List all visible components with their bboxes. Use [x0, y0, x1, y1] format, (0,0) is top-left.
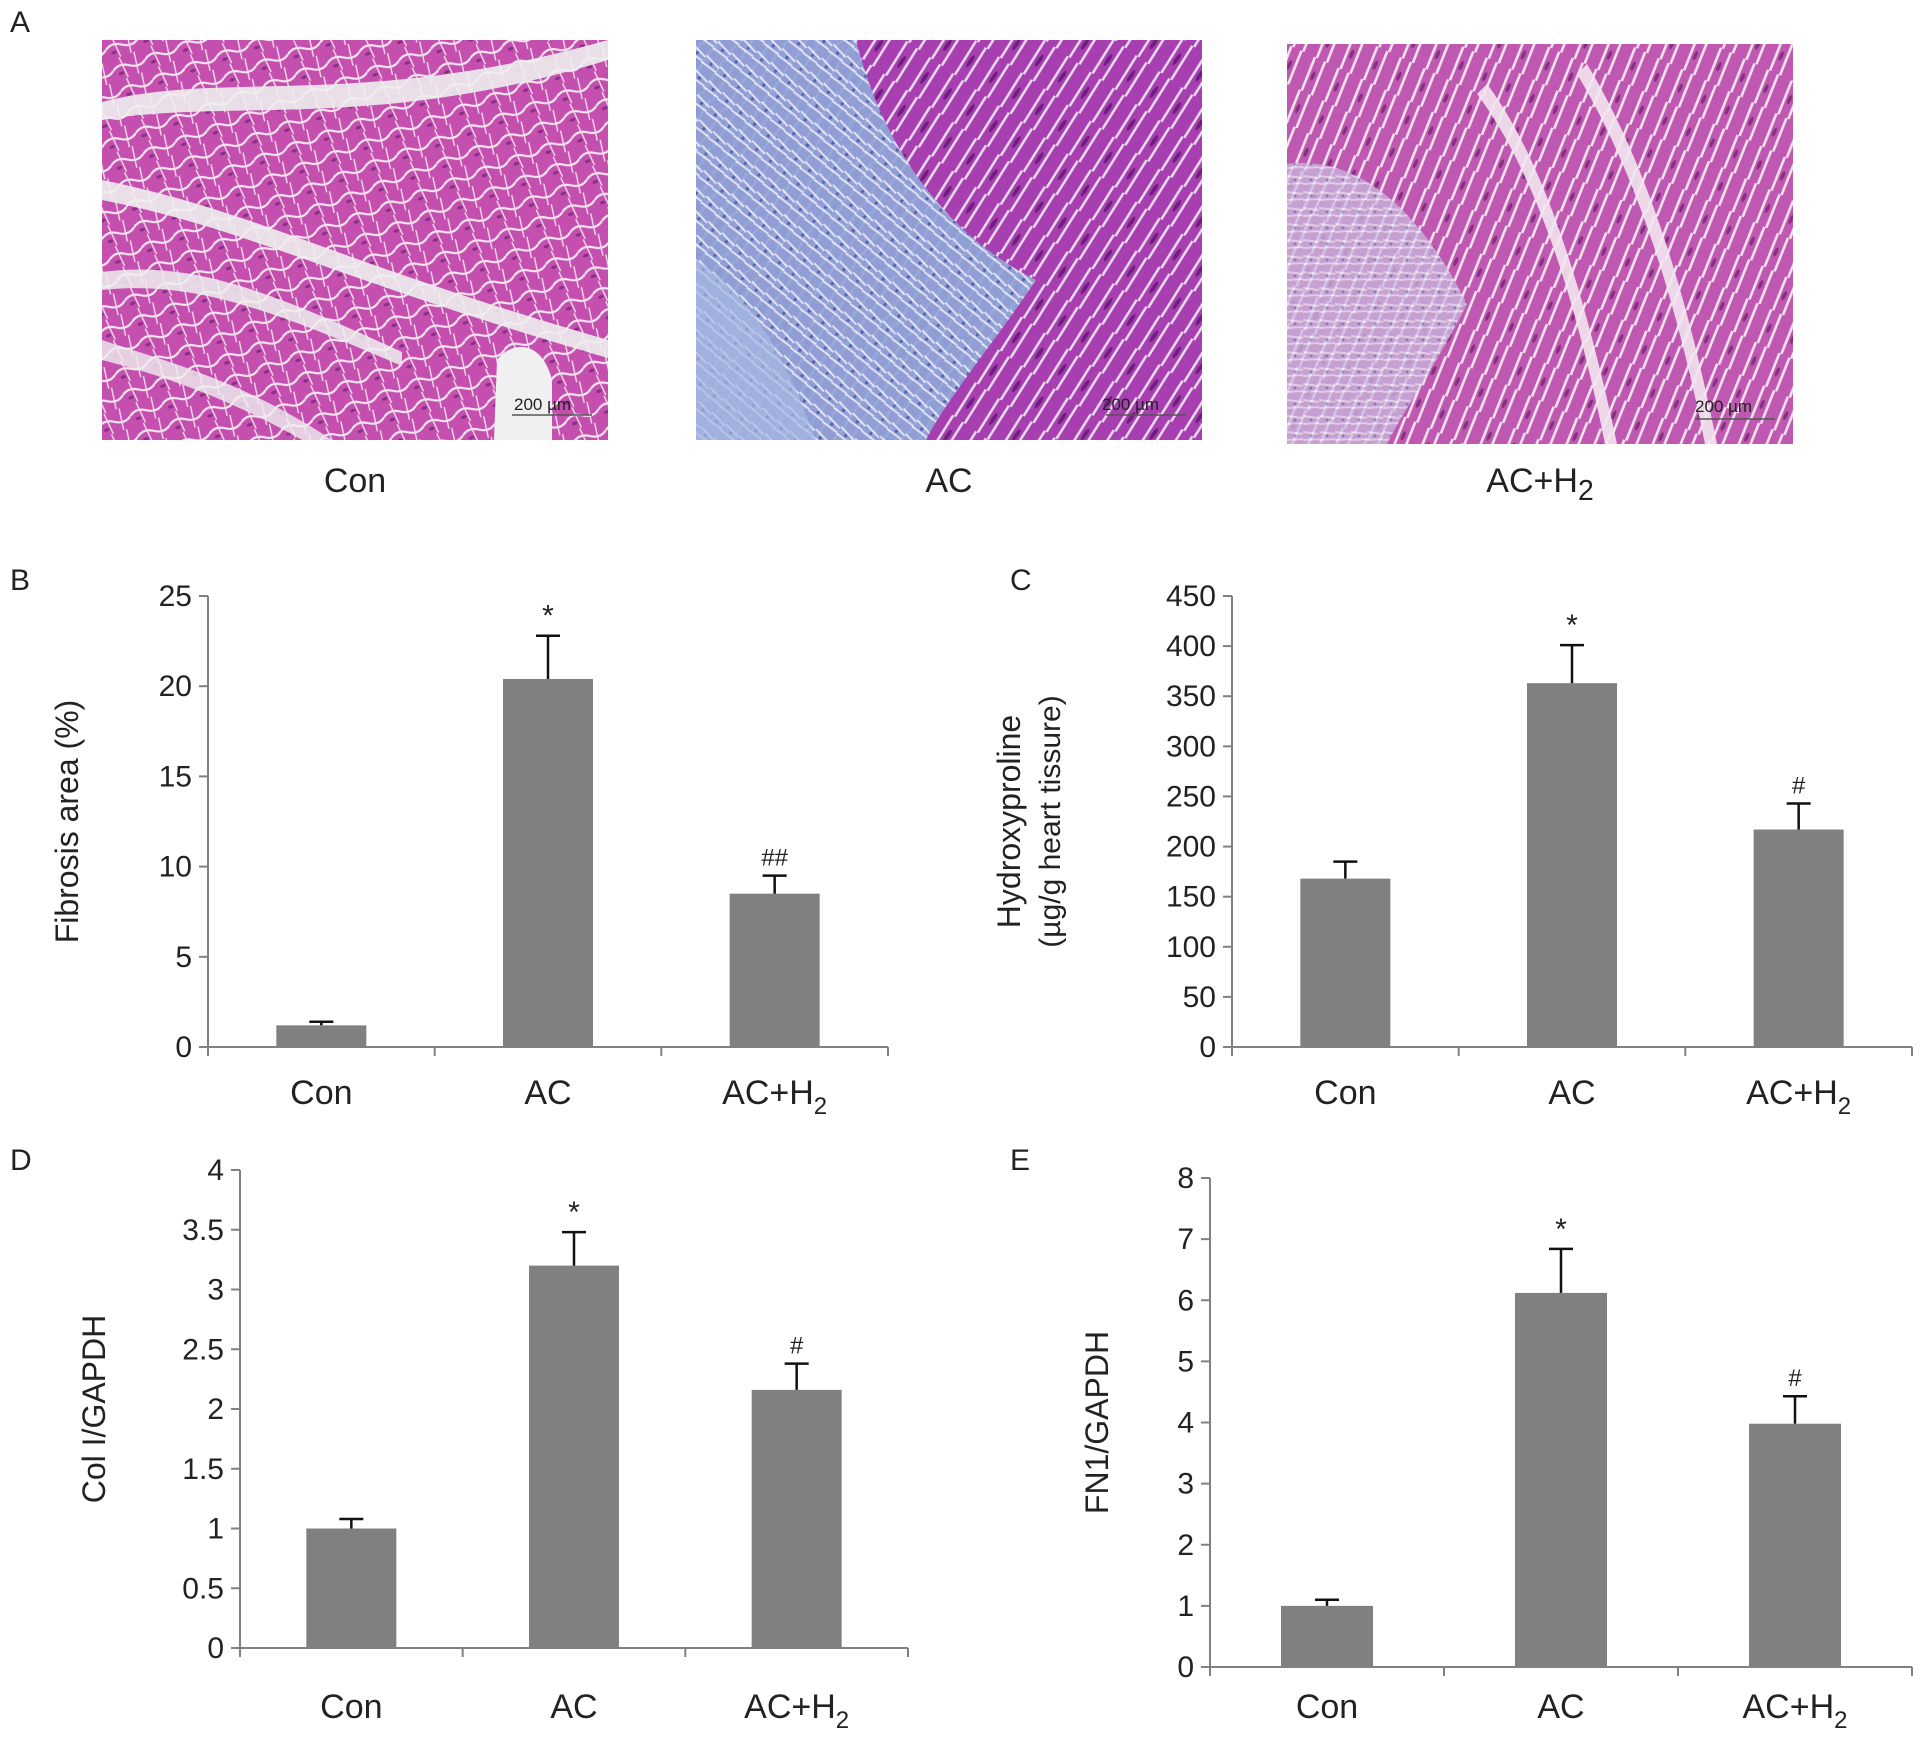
- y-tick-label: 3: [207, 1274, 224, 1307]
- panel-letter-a: A: [10, 6, 31, 39]
- y-tick-label: 100: [1166, 931, 1216, 964]
- bar: [729, 893, 820, 1047]
- significance-marker: *: [542, 600, 554, 633]
- x-category-label: AC: [550, 1688, 597, 1726]
- y-tick-label: 50: [1183, 981, 1216, 1014]
- y-tick-label: 350: [1166, 680, 1216, 713]
- micrograph-con-image: 200 µm: [102, 40, 608, 440]
- x-category-label: AC+H2: [744, 1688, 849, 1734]
- micrograph-ac-image: 200 µm: [696, 40, 1202, 440]
- y-tick-label: 250: [1166, 780, 1216, 813]
- chart-fibrosis-area: B 0 5 10 15 20 25 Fibrosis area (%) Con * AC ## AC+H…: [10, 564, 889, 1120]
- y-tick-label: 10: [159, 851, 192, 884]
- y-tick-label: 2.5: [182, 1333, 224, 1366]
- micrograph-caption-ac: AC: [925, 462, 973, 500]
- y-tick-label: 200: [1166, 831, 1216, 864]
- x-category-label: AC: [524, 1074, 571, 1112]
- significance-marker: #: [1792, 772, 1806, 799]
- y-tick-label: 300: [1166, 730, 1216, 763]
- y-tick-label: 0: [175, 1031, 192, 1064]
- bar: [1753, 829, 1844, 1047]
- x-category-label: Con: [290, 1074, 352, 1112]
- x-category-label: AC+H2: [1743, 1688, 1848, 1734]
- bar: [1749, 1423, 1841, 1667]
- micrograph-caption-ac-h2: AC+H2: [1486, 462, 1594, 507]
- y-tick-label: 0: [1177, 1651, 1194, 1684]
- significance-marker: ##: [761, 845, 788, 872]
- y-axis-label: FN1/GAPDH: [1079, 1331, 1115, 1514]
- bar: [1527, 683, 1617, 1047]
- y-axis-label: Hydroxyproline: [991, 715, 1027, 928]
- micrograph-ac-h2-image: 200 µm: [1287, 44, 1793, 444]
- scale-bar-label: 200 µm: [1695, 397, 1752, 416]
- significance-marker: *: [1555, 1213, 1567, 1246]
- y-tick-label: 0.5: [182, 1572, 224, 1605]
- y-tick-label: 4: [1177, 1407, 1194, 1440]
- y-tick-label: 2: [207, 1393, 224, 1426]
- y-tick-label: 400: [1166, 630, 1216, 663]
- chart-fn1-gapdh: E 0 1 2 3 4 5 6 7 8 FN1/GAPDH Con * AC # AC+H2: [1010, 1144, 1913, 1734]
- y-tick-label: 20: [159, 670, 192, 703]
- y-tick-label: 2: [1177, 1529, 1194, 1562]
- panel-letter: C: [1010, 564, 1032, 597]
- significance-marker: *: [568, 1196, 580, 1229]
- chart-hydroxyproline: C 0 50 100 150 200 250 300 350 400 450 Hydroxyproli…: [991, 564, 1913, 1120]
- y-axis-label-unit: (µg/g heart tissure): [1034, 695, 1067, 947]
- x-category-label: Con: [1314, 1074, 1376, 1112]
- x-category-label: AC: [1548, 1074, 1595, 1112]
- significance-marker: *: [1566, 609, 1578, 642]
- y-tick-label: 6: [1177, 1284, 1194, 1317]
- panel-letter: D: [10, 1144, 32, 1177]
- y-tick-label: 5: [1177, 1345, 1194, 1378]
- significance-marker: #: [790, 1333, 804, 1360]
- bar: [503, 678, 593, 1047]
- panel-letter: B: [10, 564, 30, 597]
- y-tick-label: 3.5: [182, 1214, 224, 1247]
- x-category-label: Con: [1296, 1688, 1358, 1726]
- bar: [276, 1025, 367, 1047]
- y-tick-label: 4: [207, 1154, 224, 1187]
- micrograph-ac: 200 µm: [696, 40, 1202, 440]
- scale-bar-label: 200 µm: [514, 395, 571, 414]
- y-tick-label: 7: [1177, 1223, 1194, 1256]
- micrograph-ac-h2: 200 µm: [1287, 44, 1793, 444]
- y-tick-label: 8: [1177, 1162, 1194, 1195]
- bar: [1515, 1292, 1607, 1667]
- x-category-label: AC+H2: [1746, 1074, 1851, 1120]
- y-axis-label: Fibrosis area (%): [49, 700, 85, 944]
- bar: [529, 1265, 619, 1648]
- significance-marker: #: [1788, 1365, 1802, 1392]
- scale-bar-label: 200 µm: [1102, 395, 1159, 414]
- y-tick-label: 3: [1177, 1468, 1194, 1501]
- y-axis-label: Col I/GAPDH: [76, 1315, 112, 1503]
- y-tick-label: 450: [1166, 580, 1216, 613]
- micrograph-con: 200 µm: [102, 40, 608, 440]
- chart-col-i-gapdh: D 0 0.5 1 1.5 2 2.5 3 3.5 4 Col I/GAPDH Con * AC # AC+H…: [10, 1144, 909, 1734]
- y-tick-label: 0: [1199, 1031, 1216, 1064]
- y-tick-label: 150: [1166, 881, 1216, 914]
- x-category-label: Con: [320, 1688, 382, 1726]
- micrograph-caption-con: Con: [323, 462, 387, 500]
- x-category-label: AC+H2: [722, 1074, 827, 1120]
- x-category-label: AC: [1537, 1688, 1584, 1726]
- bar: [1300, 878, 1391, 1047]
- y-tick-label: 5: [175, 941, 192, 974]
- y-tick-label: 1: [207, 1513, 224, 1546]
- bar: [306, 1528, 397, 1648]
- y-tick-label: 25: [159, 580, 192, 613]
- y-tick-label: 0: [207, 1632, 224, 1665]
- y-tick-label: 1.5: [182, 1453, 224, 1486]
- bar: [1281, 1605, 1373, 1667]
- y-tick-label: 1: [1177, 1590, 1194, 1623]
- bar: [751, 1389, 842, 1648]
- y-tick-label: 15: [159, 760, 192, 793]
- panel-letter: E: [1010, 1144, 1030, 1177]
